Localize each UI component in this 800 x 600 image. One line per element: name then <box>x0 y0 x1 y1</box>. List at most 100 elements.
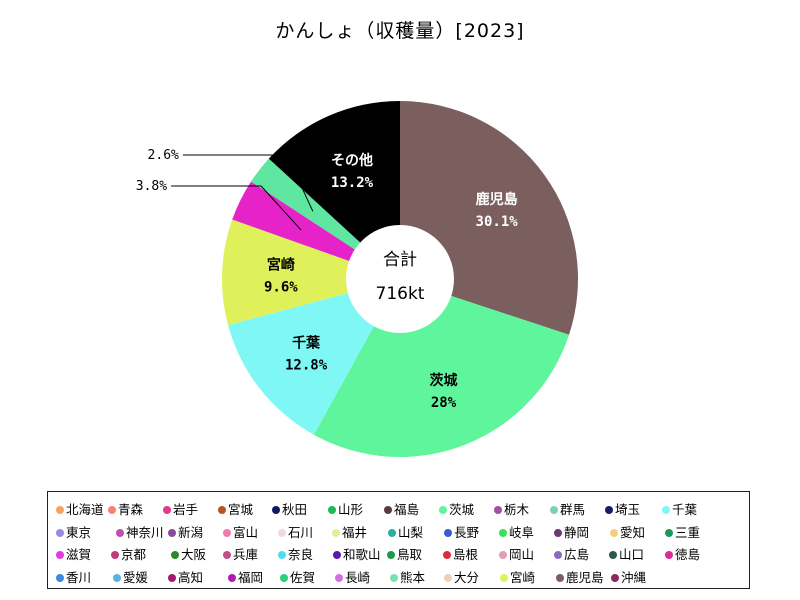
legend-marker <box>387 551 395 559</box>
slice-name-label: 千葉 <box>292 334 321 351</box>
legend-label: 岡山 <box>509 547 535 562</box>
legend-marker <box>611 573 619 582</box>
legend-label: 東京 <box>66 524 92 540</box>
legend-item: 広島 <box>554 544 609 567</box>
legend-label: 徳島 <box>675 547 701 562</box>
legend-marker <box>609 551 617 559</box>
legend-marker <box>113 573 121 582</box>
legend-label: 秋田 <box>282 502 308 517</box>
callout-percent-label: 2.6% <box>148 148 179 163</box>
callout-percent-label: 3.8% <box>136 179 167 194</box>
legend-item: 沖縄 <box>611 567 666 590</box>
legend-label: 鳥取 <box>397 547 423 562</box>
legend-label: 長崎 <box>345 569 371 585</box>
legend-label: 沖縄 <box>621 569 647 585</box>
legend-item: 静岡 <box>554 522 610 545</box>
legend-label: 和歌山 <box>343 547 381 562</box>
legend-item: 岐阜 <box>499 522 554 545</box>
legend-item: 長野 <box>444 522 499 545</box>
legend-label: 岐阜 <box>509 524 535 540</box>
legend-label: 高知 <box>178 569 204 585</box>
slice-percent-label: 30.1% <box>476 214 519 230</box>
legend-marker <box>550 506 558 514</box>
legend-marker <box>278 551 286 559</box>
legend-item: 富山 <box>223 522 278 545</box>
legend-marker <box>605 506 613 514</box>
legend-marker <box>171 551 179 559</box>
legend-label: 佐賀 <box>290 569 316 585</box>
slice-name-label: その他 <box>331 152 373 169</box>
legend-item: 大阪 <box>171 544 223 567</box>
slice-name-label: 茨城 <box>430 372 458 389</box>
legend-item: 鳥取 <box>387 544 443 567</box>
legend-label: 宮城 <box>228 502 254 517</box>
legend-marker <box>278 528 286 537</box>
legend-label: 三重 <box>675 524 701 540</box>
callout-line <box>182 154 314 212</box>
legend-marker <box>556 573 564 582</box>
legend-marker <box>168 573 176 582</box>
legend: 北海道 青森 岩手 宮城 秋田 山形 福島 茨城 栃木 群馬 埼玉 千葉東京 神奈川 新潟 富山 石川 福井 山梨… <box>47 491 750 589</box>
legend-marker <box>218 506 226 514</box>
slice-percent-label: 13.2% <box>331 175 374 191</box>
pie-slice-その他 <box>268 101 400 279</box>
legend-label: 宮崎 <box>510 569 536 585</box>
legend-label: 群馬 <box>560 502 586 517</box>
legend-item: 福岡 <box>228 567 280 590</box>
chart-title: かんしょ（収穫量）[2023] <box>275 20 525 42</box>
legend-label: 滋賀 <box>66 547 92 562</box>
legend-marker <box>56 506 64 514</box>
legend-label: 栃木 <box>504 502 530 517</box>
legend-item: 新潟 <box>168 522 223 545</box>
legend-marker <box>56 551 64 559</box>
legend-label: 千葉 <box>672 502 698 517</box>
legend-item: 大分 <box>444 567 500 590</box>
legend-label: 青森 <box>118 502 144 517</box>
legend-marker <box>662 506 670 514</box>
legend-label: 山口 <box>619 547 645 562</box>
legend-marker <box>333 551 341 559</box>
legend-item: 徳島 <box>665 544 720 567</box>
legend-item: 愛知 <box>610 522 665 545</box>
legend-marker <box>111 551 119 559</box>
legend-label: 福島 <box>394 502 420 517</box>
pie-slice-千葉 <box>228 279 400 435</box>
legend-item: 北海道 <box>56 499 108 522</box>
legend-item: 石川 <box>278 522 332 545</box>
legend-marker <box>223 551 231 559</box>
legend-label: 京都 <box>121 547 147 562</box>
legend-marker <box>56 528 64 537</box>
legend-item: 高知 <box>168 567 228 590</box>
legend-item: 長崎 <box>335 567 390 590</box>
legend-marker <box>116 528 124 537</box>
callout-line <box>171 185 302 231</box>
legend-label: 大阪 <box>181 547 207 562</box>
legend-item: 島根 <box>443 544 499 567</box>
legend-marker <box>665 551 673 559</box>
legend-marker <box>384 506 392 514</box>
legend-item: 宮城 <box>218 499 272 522</box>
pie-chart: 3.8% 2.6% 鹿児島 30.1% 茨城 28% 千葉 12.8% 宮崎 9.6% その他 13… <box>136 101 578 458</box>
legend-marker <box>443 551 451 559</box>
legend-label: 福岡 <box>238 569 264 585</box>
legend-label: 熊本 <box>400 569 426 585</box>
slice-percent-label: 9.6% <box>264 279 298 295</box>
legend-item: 福島 <box>384 499 439 522</box>
slice-name-label: 宮崎 <box>267 256 295 273</box>
legend-marker <box>444 528 452 537</box>
legend-marker <box>328 506 336 514</box>
legend-marker <box>280 573 288 582</box>
legend-item: 千葉 <box>662 499 717 522</box>
legend-marker <box>163 506 171 514</box>
legend-marker <box>108 506 116 514</box>
legend-item: 香川 <box>56 567 113 590</box>
legend-marker <box>610 528 618 537</box>
legend-item: 青森 <box>108 499 163 522</box>
legend-marker <box>444 573 452 582</box>
legend-marker <box>168 528 176 537</box>
legend-marker <box>332 528 340 537</box>
legend-item: 山形 <box>328 499 384 522</box>
legend-marker <box>56 573 64 582</box>
legend-marker <box>499 528 507 537</box>
legend-item: 京都 <box>111 544 171 567</box>
